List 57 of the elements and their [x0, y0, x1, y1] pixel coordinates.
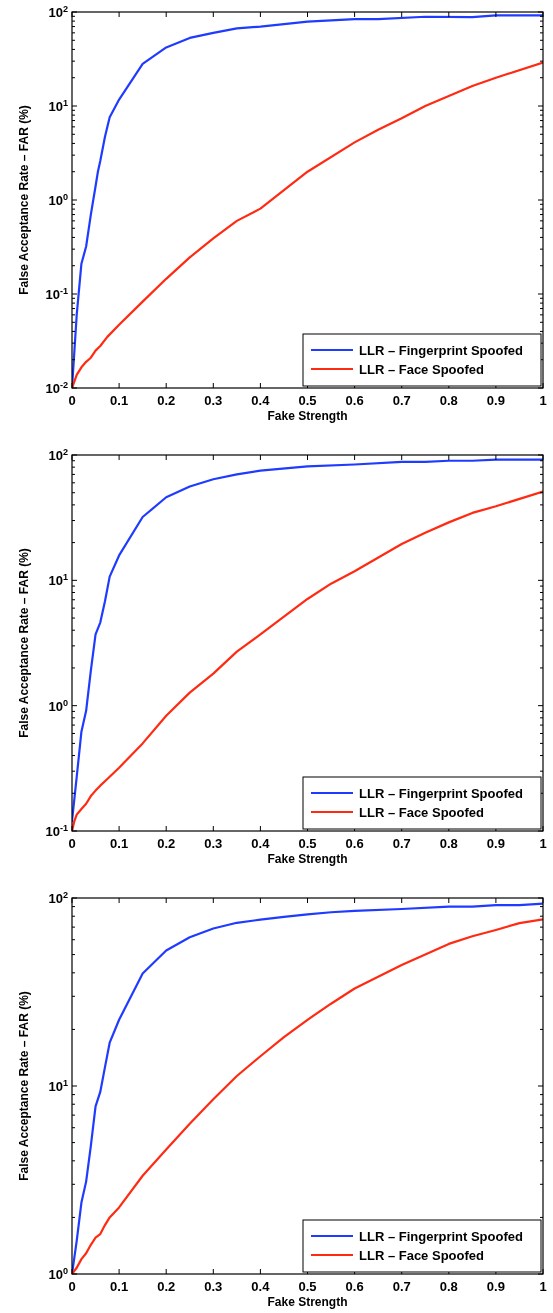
x-tick-label: 0.9 [486, 393, 505, 408]
legend-label: LLR – Fingerprint Spoofed [359, 1229, 523, 1244]
x-tick-label: 0.4 [251, 836, 271, 851]
legend-label: LLR – Face Spoofed [359, 1248, 485, 1263]
x-tick-label: 0.5 [298, 1279, 317, 1294]
x-tick-label: 0.1 [110, 1279, 129, 1294]
x-tick-label: 0.6 [345, 393, 364, 408]
y-tick-label: 10$^{2}$ [48, 890, 68, 906]
x-tick-label: 1 [539, 1279, 547, 1294]
x-tick-label: 0.7 [392, 1279, 411, 1294]
x-tick-label: 0.7 [392, 836, 411, 851]
x-tick-label: 0.7 [392, 393, 411, 408]
y-tick-label: 10$^{0}$ [48, 1266, 68, 1282]
x-tick-label: 0 [68, 1279, 76, 1294]
x-tick-label: 0.9 [486, 1279, 505, 1294]
x-tick-label: 0.6 [345, 1279, 364, 1294]
x-tick-label: 0.3 [204, 393, 223, 408]
x-tick-label: 0.2 [157, 836, 176, 851]
x-tick-label: 0.5 [298, 393, 317, 408]
y-tick-label: 10$^{0}$ [48, 192, 68, 208]
x-tick-label: 0.4 [251, 393, 271, 408]
x-tick-label: 0.4 [251, 1279, 271, 1294]
x-axis-title: Fake Strength [267, 1295, 348, 1309]
x-tick-label: 0.8 [439, 836, 458, 851]
x-tick-label: 0.9 [486, 836, 505, 851]
x-tick-label: 0.1 [110, 393, 129, 408]
x-tick-label: 0 [68, 836, 76, 851]
y-axis-title: False Acceptance Rate – FAR (%) [17, 548, 31, 738]
x-tick-label: 0.5 [298, 836, 317, 851]
x-axis-title: Fake Strength [267, 852, 348, 866]
x-tick-label: 0.2 [157, 1279, 176, 1294]
legend-label: LLR – Face Spoofed [359, 362, 485, 377]
x-tick-label: 0.8 [439, 393, 458, 408]
y-axis-title: False Acceptance Rate – FAR (%) [17, 105, 31, 295]
x-tick-label: 1 [539, 393, 547, 408]
legend-label: LLR – Fingerprint Spoofed [359, 786, 523, 801]
y-tick-label: 10$^{2}$ [48, 4, 68, 20]
x-tick-label: 0.1 [110, 836, 129, 851]
x-tick-label: 0.3 [204, 1279, 223, 1294]
x-tick-label: 0 [68, 393, 76, 408]
x-tick-label: 1 [539, 836, 547, 851]
y-tick-label: 10$^{1}$ [48, 1078, 68, 1094]
legend-label: LLR – Fingerprint Spoofed [359, 343, 523, 358]
legend-label: LLR – Face Spoofed [359, 805, 485, 820]
y-tick-label: 10$^{-2}$ [45, 380, 68, 396]
x-tick-label: 0.8 [439, 1279, 458, 1294]
y-tick-label: 10$^{1}$ [48, 572, 68, 589]
x-tick-label: 0.2 [157, 393, 176, 408]
y-tick-label: 10$^{0}$ [48, 697, 68, 714]
y-tick-label: 10$^{-1}$ [45, 286, 68, 302]
y-axis-title: False Acceptance Rate – FAR (%) [17, 991, 31, 1181]
x-tick-label: 0.3 [204, 836, 223, 851]
y-tick-label: 10$^{1}$ [48, 98, 68, 114]
y-tick-label: 10$^{-1}$ [45, 823, 68, 839]
x-axis-title: Fake Strength [267, 409, 348, 423]
x-tick-label: 0.6 [345, 836, 364, 851]
y-tick-label: 10$^{2}$ [48, 447, 68, 463]
